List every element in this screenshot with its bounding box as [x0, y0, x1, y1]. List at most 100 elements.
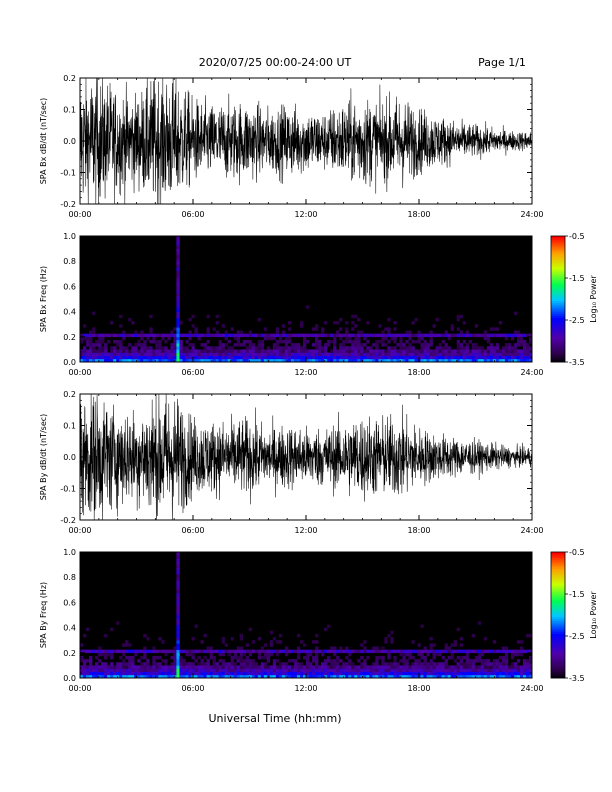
spectrogram-cell [387, 349, 391, 353]
spectrogram-cell [444, 674, 448, 679]
spectrogram-cell [441, 355, 445, 360]
spectrogram-cell [95, 349, 99, 353]
spectrogram-cell [450, 665, 454, 669]
spectrogram-cell [146, 649, 150, 654]
y-tick-label: -0.2 [60, 516, 76, 525]
spectrogram-cell [137, 358, 141, 363]
spectrogram-cell [155, 352, 159, 356]
spectrogram-cell [155, 339, 159, 344]
spectrogram-cell [200, 665, 204, 669]
spectrogram-cell [260, 343, 265, 347]
spectrogram-cell [143, 671, 147, 676]
x-tick-label: 06:00 [181, 368, 204, 377]
spectrogram-cell [239, 637, 244, 641]
spectrogram-cell [390, 668, 394, 672]
spectrogram-cell [242, 671, 247, 676]
spectrogram-cell [408, 343, 412, 347]
spectrogram-cell [203, 633, 207, 638]
spectrogram-cell [221, 671, 225, 676]
spectrogram-cell [266, 349, 271, 353]
spectrogram-cell [284, 652, 289, 657]
spectrogram-cell [125, 349, 129, 353]
spectrogram-cell [179, 358, 183, 363]
spectrogram-cell [318, 339, 322, 344]
spectrogram-cell [119, 649, 123, 654]
spectrogram-cell [302, 665, 307, 669]
spectrogram-cell [167, 668, 171, 672]
x-tick-label: 24:00 [520, 526, 543, 535]
spectrogram-cell [477, 655, 482, 660]
spectrogram-cell [447, 668, 451, 672]
spectrogram-cell [263, 655, 268, 660]
spectrogram-cell [402, 346, 406, 350]
spectrogram-cell [287, 327, 292, 331]
spectrogram-cell [227, 649, 231, 654]
panel-2-spectrogram [80, 236, 533, 363]
spectrogram-cell [492, 659, 497, 663]
spectrogram-cell [236, 668, 240, 672]
spectrogram-cell [209, 352, 213, 356]
spectrogram-cell [474, 343, 479, 347]
spectrogram-cell [176, 267, 180, 271]
spectrogram-cell [339, 327, 343, 331]
spectrogram-cell [116, 668, 120, 672]
spectrogram-cell [176, 264, 180, 268]
spectrogram-cell [318, 674, 322, 679]
spectrogram-cell [498, 655, 503, 660]
spectrogram-cell [173, 652, 177, 657]
colorbar-segment [551, 659, 565, 662]
spectrogram-cell [185, 649, 189, 654]
spectrogram-cell [375, 649, 379, 654]
spectrogram-cell [245, 352, 250, 356]
spectrogram-cell [339, 352, 343, 356]
spectrogram-cell [357, 349, 361, 353]
spectrogram-cell [203, 343, 207, 347]
spectrogram-cell [116, 665, 120, 669]
spectrogram-cell [333, 659, 337, 663]
spectrogram-cell [399, 659, 403, 663]
spectrogram-cell [495, 665, 500, 669]
spectrogram-cell [342, 349, 346, 353]
spectrogram-cell [179, 662, 183, 666]
spectrogram-cell [104, 333, 108, 338]
spectrogram-cell [197, 668, 201, 672]
spectrogram-cell [248, 674, 253, 679]
spectrogram-cell [134, 346, 138, 350]
spectrogram-cell [354, 349, 358, 353]
spectrogram-cell [528, 352, 533, 356]
spectrogram-cell [275, 640, 280, 644]
spectrogram-cell [492, 346, 497, 350]
spectrogram-cell [516, 358, 521, 363]
spectrogram-cell [522, 668, 527, 672]
spectrogram-cell [519, 352, 524, 356]
spectrogram-cell [218, 343, 222, 347]
spectrogram-cell [333, 333, 337, 338]
spectrogram-cell [447, 646, 451, 650]
spectrogram-cell [456, 346, 460, 350]
spectrogram-cell [86, 674, 90, 679]
colorbar-tick-label: -1.5 [569, 274, 585, 283]
spectrogram-cell [251, 343, 256, 347]
spectrogram-cell [170, 355, 174, 360]
spectrogram-cell [104, 662, 108, 666]
spectrogram-cell [516, 336, 521, 341]
colorbar-segment [551, 313, 565, 317]
spectrogram-cell [321, 671, 325, 676]
spectrogram-cell [486, 346, 491, 350]
spectrogram-cell [161, 358, 165, 363]
spectrogram-cell [474, 355, 479, 360]
spectrogram-cell [275, 343, 280, 347]
spectrogram-cell [459, 314, 463, 319]
spectrogram-cell [486, 358, 491, 363]
spectrogram-cell [441, 649, 445, 654]
spectrogram-cell [399, 668, 403, 672]
spectrogram-cell [528, 668, 533, 672]
colorbar-segment [551, 292, 565, 296]
spectrogram-cell [426, 665, 430, 669]
spectrogram-cell [254, 671, 259, 676]
spectrogram-cell [465, 333, 470, 338]
spectrogram-cell [164, 674, 168, 679]
spectrogram-cell [516, 665, 521, 669]
spectrogram-cell [381, 343, 385, 347]
spectrogram-cell [209, 671, 213, 676]
